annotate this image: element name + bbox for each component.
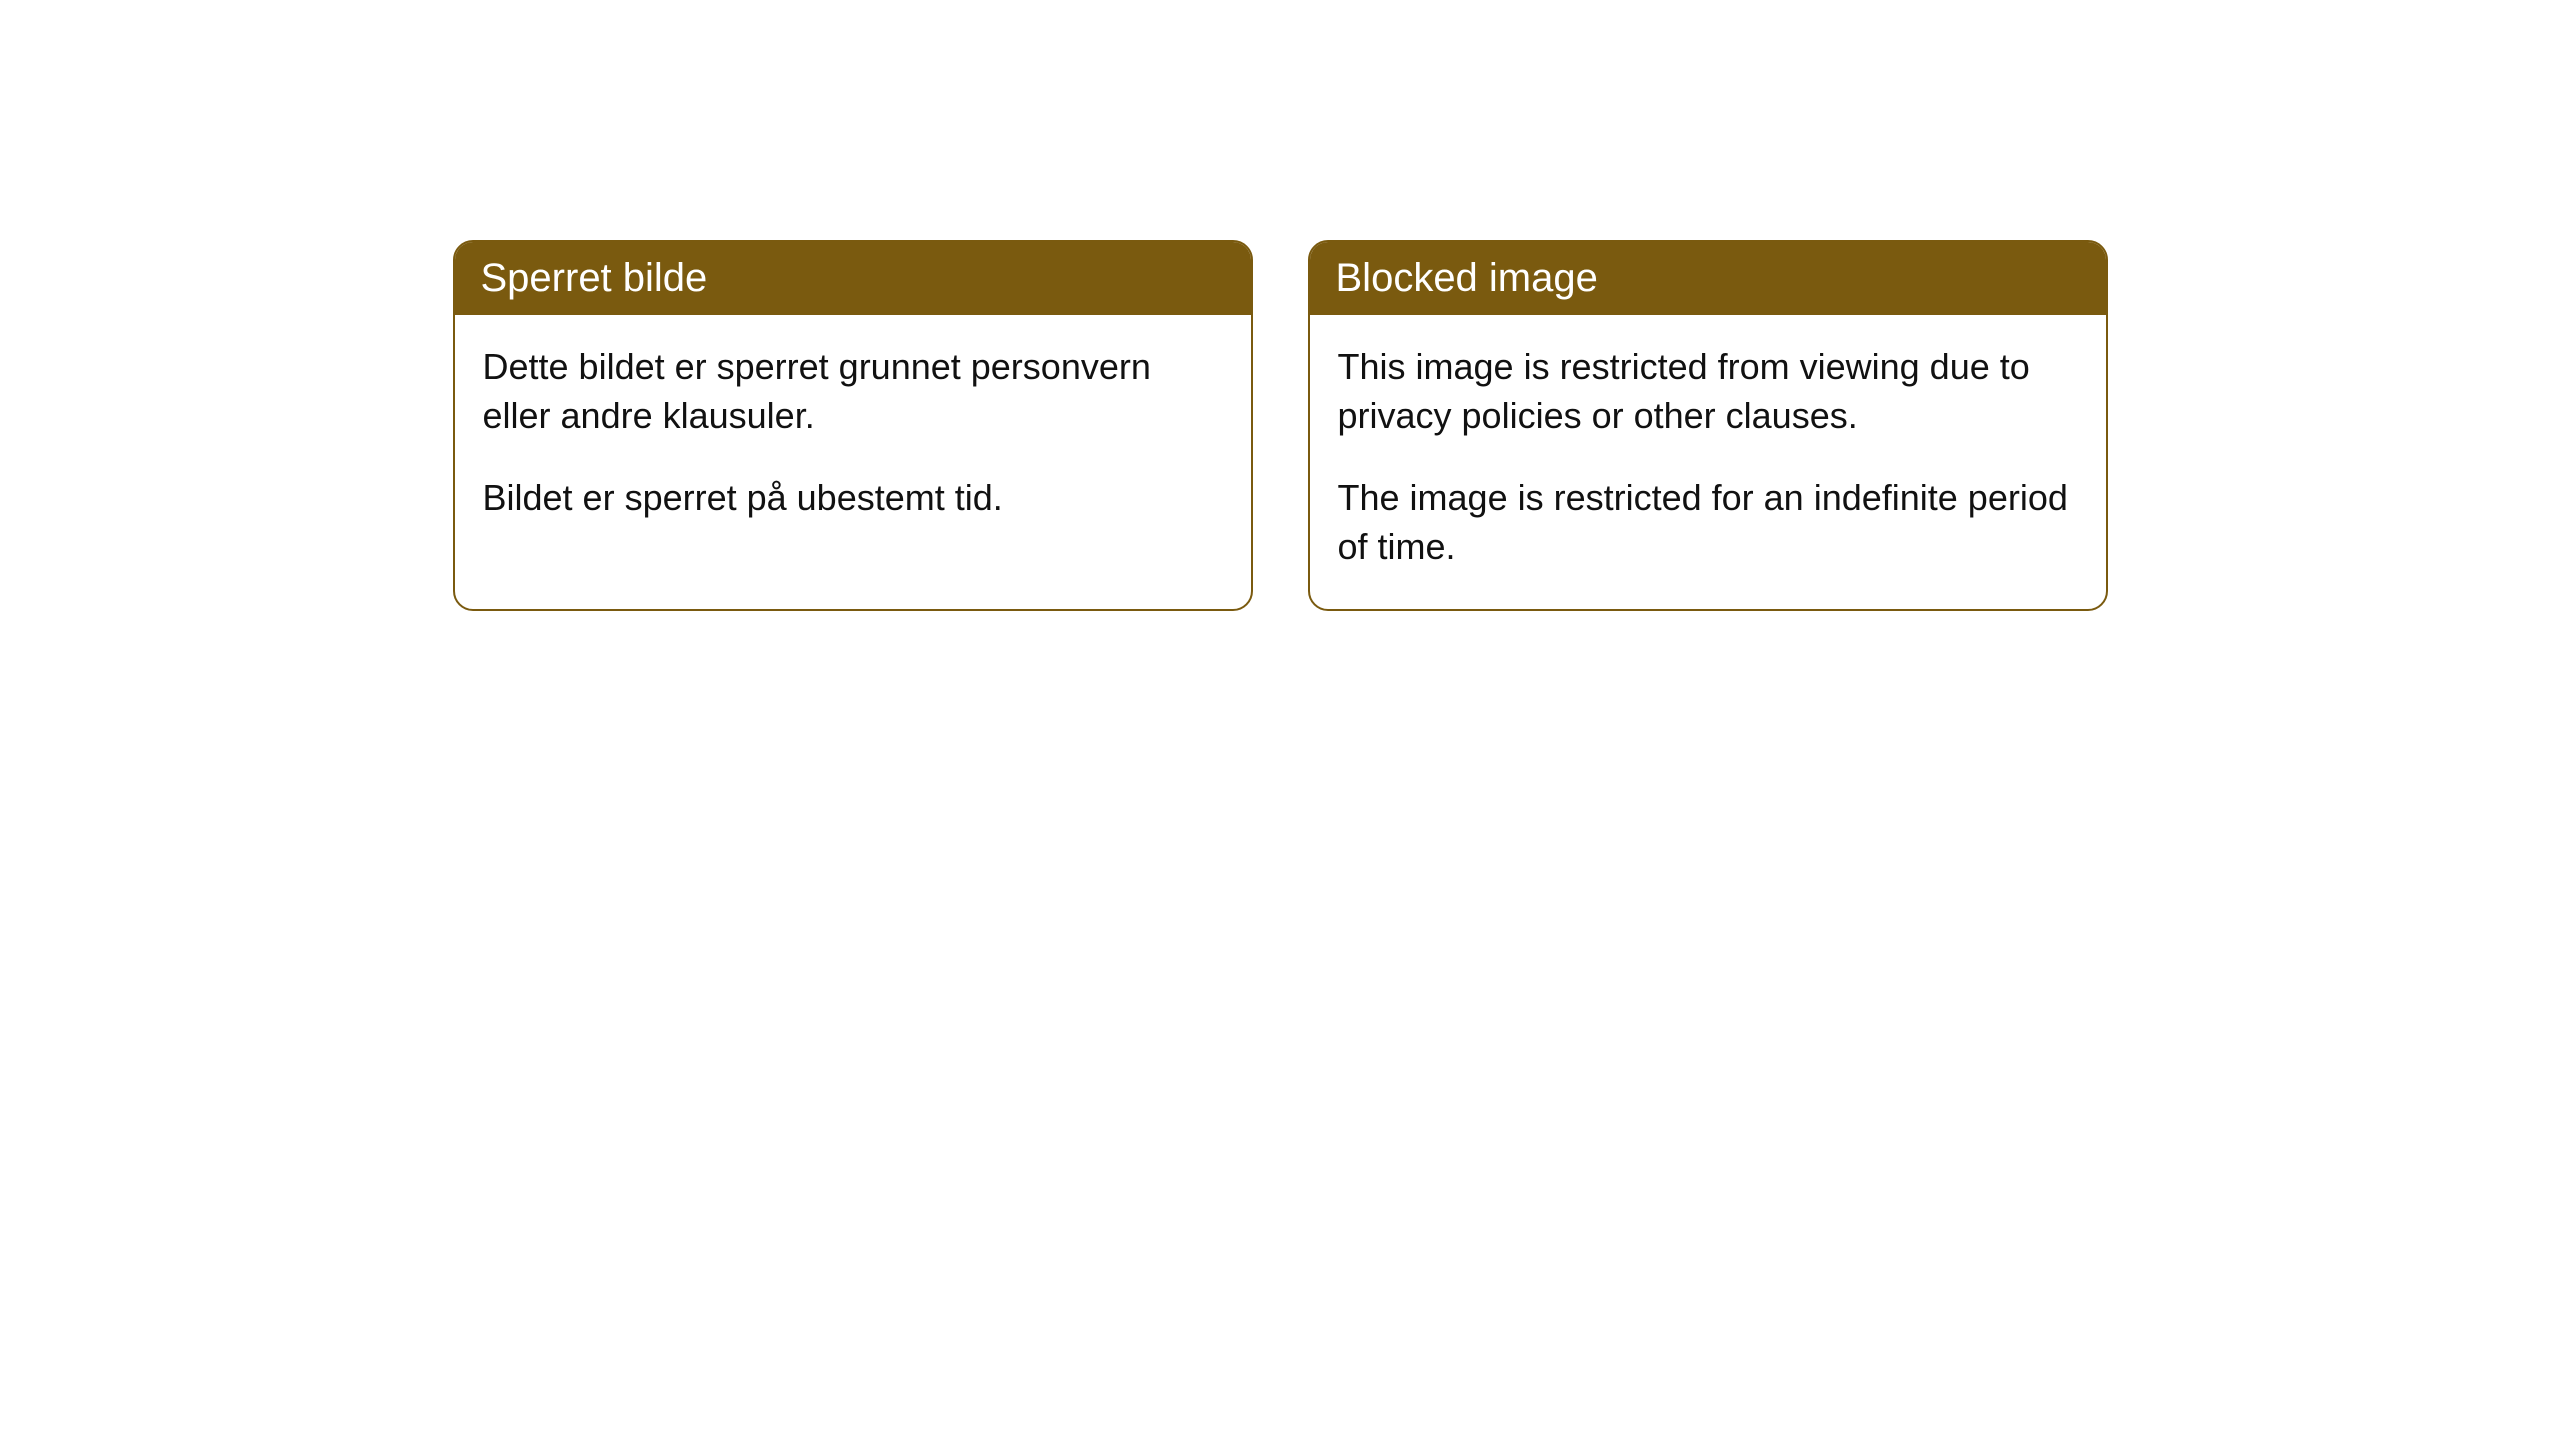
blocked-image-card-norwegian: Sperret bilde Dette bildet er sperret gr… — [453, 240, 1253, 611]
notice-paragraph-2: Bildet er sperret på ubestemt tid. — [483, 474, 1223, 523]
card-header: Blocked image — [1310, 242, 2106, 315]
card-header: Sperret bilde — [455, 242, 1251, 315]
card-body: Dette bildet er sperret grunnet personve… — [455, 315, 1251, 561]
card-body: This image is restricted from viewing du… — [1310, 315, 2106, 609]
notice-cards-container: Sperret bilde Dette bildet er sperret gr… — [453, 240, 2108, 611]
blocked-image-card-english: Blocked image This image is restricted f… — [1308, 240, 2108, 611]
notice-paragraph-1: Dette bildet er sperret grunnet personve… — [483, 343, 1223, 440]
notice-paragraph-1: This image is restricted from viewing du… — [1338, 343, 2078, 440]
notice-paragraph-2: The image is restricted for an indefinit… — [1338, 474, 2078, 571]
